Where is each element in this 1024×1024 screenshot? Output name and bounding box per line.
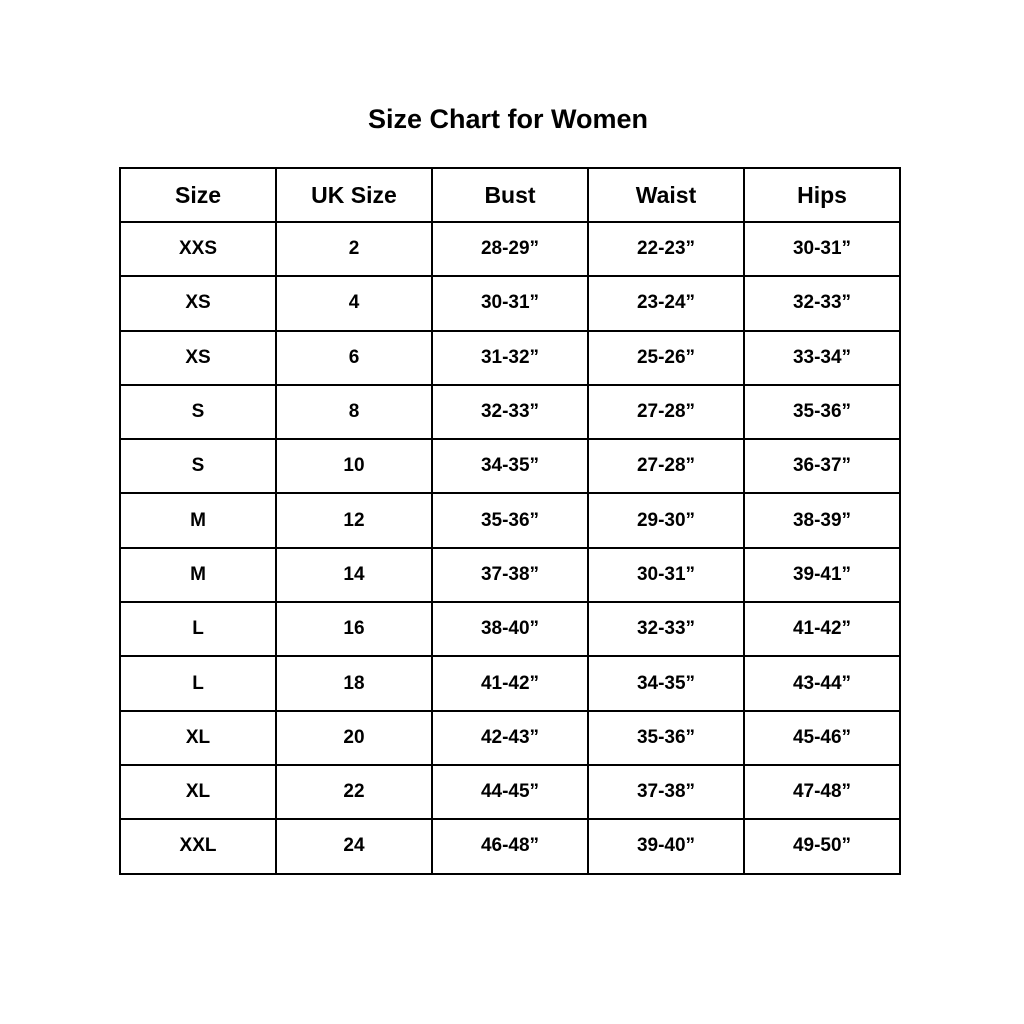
table-row: L 16 38-40” 32-33” 41-42”	[119, 601, 901, 658]
cell-waist: 30-31”	[587, 546, 745, 604]
cell-waist: 27-28”	[587, 438, 745, 495]
cell-waist: 34-35”	[587, 655, 745, 712]
cell-uk-size: 22	[275, 763, 433, 821]
cell-bust: 37-38”	[431, 546, 589, 604]
cell-bust: 34-35”	[431, 438, 589, 495]
cell-hips: 36-37”	[743, 438, 901, 495]
cell-uk-size: 4	[275, 275, 433, 332]
table-row: XL 22 44-45” 37-38” 47-48”	[119, 763, 901, 821]
cell-size: XL	[119, 763, 277, 821]
cell-waist: 37-38”	[587, 763, 745, 821]
cell-waist: 35-36”	[587, 709, 745, 766]
cell-uk-size: 12	[275, 492, 433, 549]
cell-uk-size: 10	[275, 438, 433, 495]
table-row: XS 4 30-31” 23-24” 32-33”	[119, 275, 901, 332]
cell-bust: 28-29”	[431, 220, 589, 278]
cell-hips: 38-39”	[743, 492, 901, 549]
cell-waist: 32-33”	[587, 601, 745, 658]
table-row: XXS 2 28-29” 22-23” 30-31”	[119, 220, 901, 278]
column-header-size: Size	[119, 167, 277, 223]
cell-bust: 41-42”	[431, 655, 589, 712]
cell-uk-size: 20	[275, 709, 433, 766]
cell-waist: 29-30”	[587, 492, 745, 549]
cell-uk-size: 6	[275, 329, 433, 386]
cell-waist: 27-28”	[587, 383, 745, 441]
cell-hips: 32-33”	[743, 275, 901, 332]
cell-uk-size: 14	[275, 546, 433, 604]
table-row: S 10 34-35” 27-28” 36-37”	[119, 438, 901, 495]
cell-uk-size: 8	[275, 383, 433, 441]
table-row: M 14 37-38” 30-31” 39-41”	[119, 546, 901, 604]
cell-bust: 35-36”	[431, 492, 589, 549]
cell-waist: 23-24”	[587, 275, 745, 332]
cell-waist: 39-40”	[587, 818, 745, 875]
column-header-bust: Bust	[431, 167, 589, 223]
cell-size: S	[119, 438, 277, 495]
cell-size: M	[119, 492, 277, 549]
cell-bust: 46-48”	[431, 818, 589, 875]
cell-hips: 39-41”	[743, 546, 901, 604]
cell-size: XXL	[119, 818, 277, 875]
cell-hips: 30-31”	[743, 220, 901, 278]
column-header-waist: Waist	[587, 167, 745, 223]
cell-bust: 30-31”	[431, 275, 589, 332]
cell-waist: 25-26”	[587, 329, 745, 386]
cell-hips: 43-44”	[743, 655, 901, 712]
cell-size: XXS	[119, 220, 277, 278]
cell-hips: 45-46”	[743, 709, 901, 766]
table-row: XL 20 42-43” 35-36” 45-46”	[119, 709, 901, 766]
table-header-row: Size UK Size Bust Waist Hips	[119, 167, 901, 223]
cell-bust: 31-32”	[431, 329, 589, 386]
column-header-hips: Hips	[743, 167, 901, 223]
cell-size: XS	[119, 275, 277, 332]
cell-uk-size: 24	[275, 818, 433, 875]
cell-hips: 33-34”	[743, 329, 901, 386]
cell-hips: 47-48”	[743, 763, 901, 821]
table-row: M 12 35-36” 29-30” 38-39”	[119, 492, 901, 549]
cell-uk-size: 16	[275, 601, 433, 658]
cell-size: L	[119, 655, 277, 712]
cell-waist: 22-23”	[587, 220, 745, 278]
cell-bust: 38-40”	[431, 601, 589, 658]
table-row: L 18 41-42” 34-35” 43-44”	[119, 655, 901, 712]
cell-size: XL	[119, 709, 277, 766]
cell-hips: 35-36”	[743, 383, 901, 441]
cell-hips: 49-50”	[743, 818, 901, 875]
cell-size: S	[119, 383, 277, 441]
cell-bust: 42-43”	[431, 709, 589, 766]
page-title: Size Chart for Women	[367, 104, 649, 134]
cell-size: XS	[119, 329, 277, 386]
cell-bust: 44-45”	[431, 763, 589, 821]
cell-size: L	[119, 601, 277, 658]
table-row: XXL 24 46-48” 39-40” 49-50”	[119, 818, 901, 875]
table-row: S 8 32-33” 27-28” 35-36”	[119, 383, 901, 441]
table-row: XS 6 31-32” 25-26” 33-34”	[119, 329, 901, 386]
cell-hips: 41-42”	[743, 601, 901, 658]
cell-bust: 32-33”	[431, 383, 589, 441]
cell-uk-size: 18	[275, 655, 433, 712]
cell-size: M	[119, 546, 277, 604]
size-chart-table: Size UK Size Bust Waist Hips XXS 2 28-29” 22-23…	[119, 167, 901, 875]
column-header-uk-size: UK Size	[275, 167, 433, 223]
cell-uk-size: 2	[275, 220, 433, 278]
